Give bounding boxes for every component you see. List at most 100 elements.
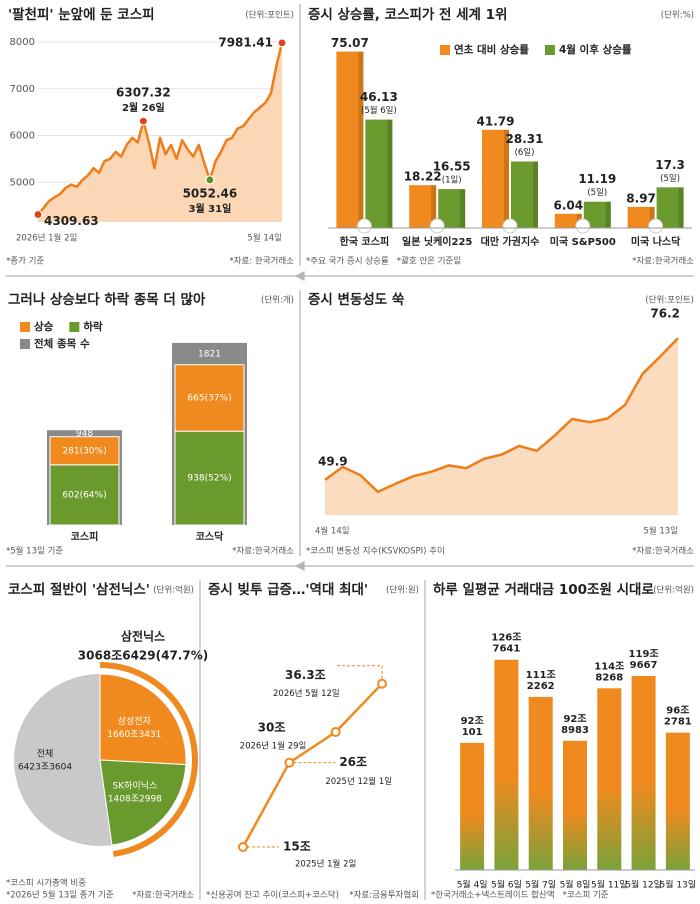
bar-shade — [504, 129, 509, 228]
value-label: 15조 — [283, 840, 311, 854]
flag — [648, 218, 664, 234]
unit-label: (단위:억원) — [153, 585, 194, 596]
bar-segment — [174, 364, 245, 432]
value-label-line: 7641 — [493, 644, 521, 655]
value-label-line: 96조 — [666, 705, 689, 717]
bar — [494, 659, 519, 870]
bar-shade — [605, 201, 611, 228]
group-arc — [99, 662, 198, 858]
legend-swatch — [20, 322, 30, 332]
bar — [597, 688, 622, 870]
total-label: 948 — [76, 429, 93, 439]
slice-value: 1660조3431 — [107, 730, 161, 740]
chart-title: 하루 일평균 거래대금 100조원 시대로 — [433, 581, 654, 598]
x-tick-label: 4월 14일 — [315, 526, 350, 537]
bar-shade — [431, 185, 437, 228]
segment-label: 602(64%) — [62, 490, 106, 500]
value-label-line: 114조 — [594, 660, 624, 672]
date-label: 2026년 5월 12일 — [273, 688, 340, 699]
x-tick-label: 5월 13일 — [660, 879, 697, 891]
footnote: *주요 국가 증시 상승률 — [306, 256, 389, 267]
bar — [460, 742, 485, 870]
flag — [356, 218, 372, 234]
y-tick-label: 6000 — [10, 131, 35, 142]
bar — [554, 213, 582, 228]
area — [325, 338, 678, 515]
unit-label: (단위:억원) — [653, 585, 694, 596]
footnote: *한국거래소+넥스트레이드 합산액 — [431, 890, 555, 901]
value-label: 16.55 — [433, 160, 471, 174]
value-label: 18.22 — [404, 170, 442, 184]
footnote: *2026년 5월 13일 종가 기준 — [6, 890, 114, 901]
point — [138, 116, 148, 126]
unit-label: (단위:원) — [386, 585, 419, 596]
value-label-line: 92조 — [563, 713, 586, 725]
value-label: 11.19 — [578, 172, 616, 186]
x-tick-label: 5월 11일 — [591, 879, 628, 891]
value-label: 8.97 — [626, 191, 656, 205]
point — [377, 678, 387, 689]
pie-slice — [99, 673, 187, 766]
x-tick-label: 일본 닛케이225 — [402, 235, 472, 248]
pie-slice — [99, 759, 187, 846]
chart-title: 증시 빚투 급증…'역대 최대' — [208, 581, 368, 598]
chart-title: 코스피 절반이 '삼전닉스' — [8, 581, 150, 598]
bar-segment — [174, 430, 245, 526]
chart-title: 증시 상승률, 코스피가 전 세계 1위 — [308, 6, 507, 23]
bar-shade — [533, 161, 538, 228]
x-tick-label: 5월 7일 — [525, 879, 556, 891]
total-value: 6423조3604 — [18, 763, 72, 773]
bar — [627, 206, 655, 228]
point — [284, 757, 295, 768]
value-label: 46.13 — [360, 90, 398, 104]
bar — [409, 185, 437, 228]
total-label: 1821 — [198, 349, 221, 359]
value-label-line: 126조 — [491, 632, 521, 644]
y-tick-label: 8000 — [10, 37, 35, 48]
legend-label: 상승 — [34, 320, 54, 333]
arrow — [294, 561, 305, 571]
legend-swatch — [544, 45, 555, 55]
source: *자료:한국거래소 — [132, 891, 194, 901]
value-label: 96조 2781 — [664, 705, 692, 728]
x-tick-label: 5월 13일 — [643, 526, 678, 537]
value-label-line: 101 — [462, 727, 483, 738]
slice-name: 삼성전자 — [118, 716, 152, 727]
value-label-line: 92조 — [461, 715, 484, 727]
date-note: (1일) — [442, 176, 462, 186]
source: *자료:금융투자협회 — [349, 890, 419, 901]
value-label: 92조 8983 — [561, 713, 589, 736]
group-name: 삼전닉스 — [121, 629, 165, 644]
date-note: (6일) — [515, 148, 535, 158]
x-tick-label: 5월 4일 — [457, 879, 488, 891]
chart-title: 증시 변동성도 쑥 — [308, 292, 405, 308]
bar — [336, 51, 364, 229]
point — [33, 209, 43, 220]
bar — [482, 129, 509, 228]
line — [324, 337, 679, 494]
footnote: *괄호 안은 기준일 — [397, 256, 461, 267]
value-label: 30조 — [258, 721, 286, 735]
value-label: 5052.46 — [183, 186, 238, 200]
bar — [631, 676, 656, 870]
value-label-line: 2781 — [664, 717, 692, 728]
x-tick-label: 한국 코스피 — [340, 235, 389, 248]
bar-segment — [49, 464, 120, 526]
chart-title: 그러나 상승보다 하락 종목 더 많아 — [8, 291, 206, 308]
bar — [665, 732, 690, 870]
value-label: 4309.63 — [44, 214, 99, 228]
x-tick-label: 5월 14일 — [247, 233, 282, 244]
source: *자료: 한국거래소 — [229, 257, 294, 267]
dividers — [6, 4, 694, 900]
value-label: 76.2 — [650, 307, 680, 321]
x-tick-label: 2026년 1월 2일 — [16, 233, 77, 244]
bar — [563, 740, 587, 870]
value-label: 36.3조 — [285, 668, 326, 682]
bar-shade — [387, 119, 393, 228]
value-label-line: 119조 — [629, 648, 659, 660]
x-tick-label: 5월 12일 — [625, 879, 662, 891]
x-tick-label: 코스피 — [71, 530, 99, 543]
area — [38, 42, 282, 223]
